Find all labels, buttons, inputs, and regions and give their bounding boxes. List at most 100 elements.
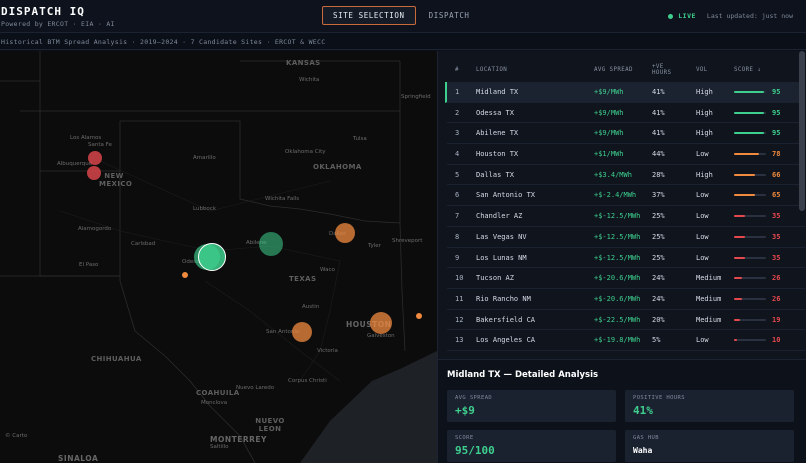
score-cell: 35 bbox=[772, 212, 781, 221]
spread-cell: +$9/MWh bbox=[594, 129, 624, 138]
site-marker-abilene[interactable] bbox=[259, 232, 283, 256]
card-score: SCORE 95/100 bbox=[447, 430, 616, 462]
map-label-city: Lubbock bbox=[193, 206, 217, 212]
hours-cell: 20% bbox=[652, 315, 665, 324]
map-label-city: Nuevo Laredo bbox=[236, 385, 275, 391]
col-rank[interactable]: # bbox=[455, 67, 459, 73]
map-label-city: Galveston bbox=[367, 333, 395, 339]
location-cell: Abilene TX bbox=[476, 129, 519, 138]
table-row[interactable]: 2 Odessa TX +$9/MWh 41% High 95 bbox=[447, 103, 805, 124]
rank-cell: 8 bbox=[455, 232, 460, 241]
site-marker-el-paso[interactable] bbox=[182, 272, 188, 278]
site-marker-los-alamos[interactable] bbox=[88, 151, 102, 165]
map-label-texas: TEXAS bbox=[289, 275, 317, 283]
map-label-coahuila: COAHUILA bbox=[196, 389, 240, 397]
card-gas-hub: GAS HUB Waha bbox=[625, 430, 794, 462]
score-cell: 19 bbox=[772, 315, 781, 324]
rank-cell: 4 bbox=[455, 150, 460, 159]
site-marker-los-lunas[interactable] bbox=[87, 166, 101, 180]
table-row[interactable]: 9 Los Lunas NM +$-12.5/MWh 25% Low 35 bbox=[447, 248, 805, 269]
location-cell: Odessa TX bbox=[476, 108, 514, 117]
table-row[interactable]: 5 Dallas TX +$3.4/MWh 28% High 66 bbox=[447, 165, 805, 186]
table-row[interactable]: 10 Tucson AZ +$-20.6/MWh 24% Medium 26 bbox=[447, 268, 805, 289]
detail-title: Midland TX — Detailed Analysis bbox=[447, 370, 599, 380]
card-value: +$9 bbox=[455, 404, 475, 417]
col-ve-hours[interactable]: +VE HOURS bbox=[652, 64, 672, 76]
table-row[interactable]: 11 Rio Rancho NM +$-20.6/MWh 24% Medium 26 bbox=[447, 289, 805, 310]
map-label-city: Alamogordo bbox=[78, 226, 112, 232]
score-cell: 65 bbox=[772, 191, 781, 200]
detail-analysis: Midland TX — Detailed Analysis AVG SPREA… bbox=[438, 359, 806, 463]
card-value: Waha bbox=[633, 446, 653, 455]
location-cell: Midland TX bbox=[476, 88, 519, 96]
table-row[interactable]: 6 San Antonio TX +$-2.4/MWh 37% Low 65 bbox=[447, 185, 805, 207]
location-cell: Las Vegas NV bbox=[476, 232, 527, 241]
map-label-city: Tulsa bbox=[353, 136, 367, 142]
score-bar-fill bbox=[734, 235, 746, 238]
rank-cell: 9 bbox=[455, 253, 460, 262]
table-scrollbar[interactable] bbox=[799, 51, 805, 211]
score-bar-fill bbox=[734, 339, 738, 342]
spread-cell: +$9/MWh bbox=[594, 108, 624, 117]
score-bar bbox=[734, 173, 766, 176]
card-value: 41% bbox=[633, 404, 653, 417]
tab-dispatch[interactable]: DISPATCH bbox=[428, 11, 470, 20]
live-dot-icon bbox=[668, 13, 674, 19]
hours-cell: 41% bbox=[652, 108, 665, 117]
vol-cell: High bbox=[696, 129, 713, 138]
col-avg-spread[interactable]: AVG SPREAD bbox=[594, 67, 633, 73]
map-label-city: Austin bbox=[302, 304, 320, 310]
rank-cell: 13 bbox=[455, 336, 464, 345]
table-row[interactable]: 4 Houston TX +$1/MWh 44% Low 78 bbox=[447, 144, 805, 165]
score-bar bbox=[734, 215, 766, 218]
map-label-city: Oklahoma City bbox=[285, 149, 326, 155]
score-bar bbox=[734, 297, 766, 300]
score-bar bbox=[734, 153, 766, 156]
score-cell: 26 bbox=[772, 294, 781, 303]
vol-cell: Low bbox=[696, 212, 709, 221]
site-marker-houston[interactable] bbox=[370, 312, 392, 334]
vol-cell: High bbox=[696, 108, 713, 117]
site-marker-san-antonio[interactable] bbox=[292, 322, 312, 342]
map-label-city: Abilene bbox=[246, 240, 267, 246]
live-status: LIVE Last updated: just now bbox=[668, 12, 793, 20]
score-bar bbox=[734, 256, 766, 259]
site-map[interactable]: KANSAS OKLAHOMA NEW MEXICO TEXAS CHIHUAH… bbox=[0, 51, 437, 463]
location-cell: Chandler AZ bbox=[476, 212, 523, 221]
map-label-city: Corpus Christi bbox=[288, 378, 327, 384]
map-label-city: Carlsbad bbox=[131, 241, 156, 247]
spread-cell: +$-22.5/MWh bbox=[594, 315, 641, 324]
hours-cell: 25% bbox=[652, 253, 665, 262]
score-cell: 95 bbox=[772, 88, 781, 96]
spread-cell: +$3.4/MWh bbox=[594, 170, 632, 179]
hours-cell: 25% bbox=[652, 212, 665, 221]
col-score-sort[interactable]: SCORE ↓ bbox=[734, 67, 762, 73]
spread-cell: +$-19.8/MWh bbox=[594, 336, 641, 345]
site-marker-dallas[interactable] bbox=[335, 223, 355, 243]
rank-cell: 2 bbox=[455, 108, 460, 117]
score-cell: 35 bbox=[772, 253, 781, 262]
col-vol[interactable]: VOL bbox=[696, 67, 708, 73]
table-row[interactable]: 7 Chandler AZ +$-12.5/MWh 25% Low 35 bbox=[447, 206, 805, 227]
site-marker-midland[interactable] bbox=[198, 243, 226, 271]
map-label-kansas: KANSAS bbox=[286, 59, 321, 67]
score-bar bbox=[734, 111, 766, 114]
brand: DISPATCH IQ Powered by ERCOT · EIA · AI bbox=[1, 5, 115, 28]
map-label-chihuahua: CHIHUAHUA bbox=[91, 355, 142, 363]
score-cell: 95 bbox=[772, 129, 781, 138]
hours-cell: 25% bbox=[652, 232, 665, 241]
table-row[interactable]: 12 Bakersfield CA +$-22.5/MWh 20% Medium 19 bbox=[447, 310, 805, 331]
site-ranking-table: # LOCATION AVG SPREAD +VE HOURS VOL SCOR… bbox=[445, 63, 805, 359]
map-label-houston: HOUSTON bbox=[346, 320, 392, 329]
table-row[interactable]: 13 Los Angeles CA +$-19.8/MWh 5% Low 10 bbox=[447, 330, 805, 351]
location-cell: Los Angeles CA bbox=[476, 336, 536, 345]
table-row[interactable]: 3 Abilene TX +$9/MWh 41% High 95 bbox=[447, 123, 805, 145]
score-bar bbox=[734, 339, 766, 342]
rank-cell: 10 bbox=[455, 274, 464, 283]
table-row[interactable]: 8 Las Vegas NV +$-12.5/MWh 25% Low 35 bbox=[447, 227, 805, 248]
site-marker-small[interactable] bbox=[416, 313, 422, 319]
table-row[interactable]: 1 Midland TX +$9/MWh 41% High 95 bbox=[445, 82, 805, 103]
tab-site-selection[interactable]: SITE SELECTION bbox=[322, 6, 416, 25]
vol-cell: Low bbox=[696, 232, 709, 241]
col-location[interactable]: LOCATION bbox=[476, 67, 508, 73]
